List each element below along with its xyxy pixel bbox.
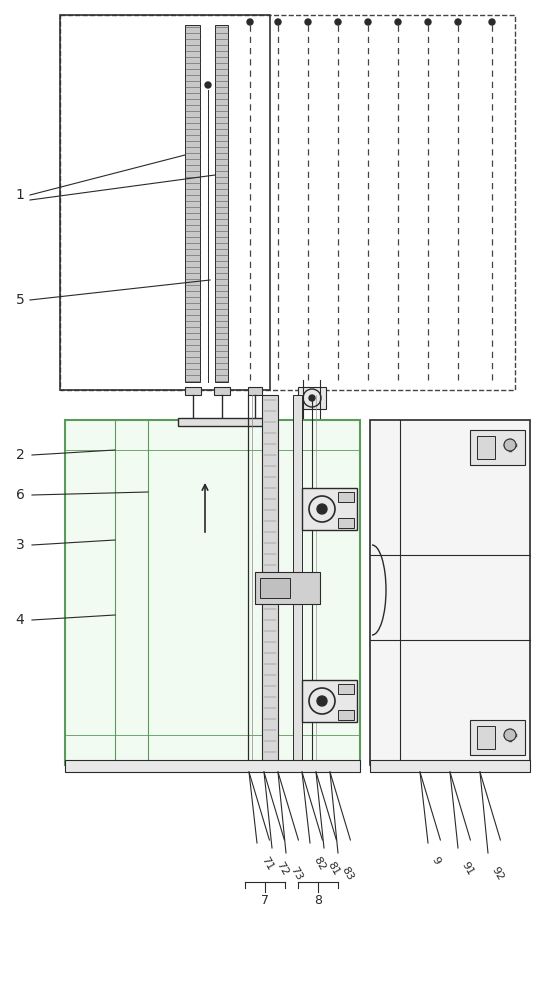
Circle shape	[305, 19, 311, 25]
Text: 8: 8	[314, 894, 322, 906]
Circle shape	[247, 19, 253, 25]
Text: 82: 82	[312, 855, 328, 872]
Circle shape	[317, 504, 327, 514]
Bar	[60, 15, 270, 390]
Bar	[178, 418, 268, 426]
Text: 71: 71	[259, 855, 274, 872]
Bar	[214, 387, 230, 395]
Bar	[338, 492, 354, 502]
Bar	[470, 430, 525, 465]
Text: 2: 2	[15, 448, 24, 462]
Bar	[248, 387, 262, 395]
Circle shape	[455, 19, 461, 25]
Circle shape	[504, 439, 516, 451]
Bar	[477, 726, 495, 749]
Circle shape	[309, 395, 315, 401]
Circle shape	[489, 19, 495, 25]
Text: 81: 81	[326, 860, 341, 877]
Circle shape	[317, 696, 327, 706]
Bar	[255, 572, 320, 604]
Bar	[60, 15, 515, 390]
Circle shape	[205, 82, 211, 88]
Bar	[65, 420, 360, 765]
Text: 9: 9	[430, 855, 442, 866]
Bar	[65, 760, 360, 772]
Bar	[302, 680, 357, 722]
Text: 73: 73	[288, 865, 304, 882]
Text: 3: 3	[15, 538, 24, 552]
Bar	[260, 578, 290, 598]
Bar	[185, 387, 201, 395]
Bar	[215, 25, 228, 382]
Circle shape	[335, 19, 341, 25]
Text: 7: 7	[261, 894, 269, 906]
Circle shape	[395, 19, 401, 25]
Circle shape	[425, 19, 431, 25]
Text: 92: 92	[490, 865, 506, 882]
Bar	[470, 720, 525, 755]
Bar	[370, 760, 530, 772]
Text: 1: 1	[15, 188, 25, 202]
Circle shape	[275, 19, 281, 25]
Text: 72: 72	[274, 860, 290, 877]
Text: 4: 4	[15, 613, 24, 627]
Bar	[302, 488, 357, 530]
Text: 83: 83	[340, 865, 356, 882]
Text: 6: 6	[15, 488, 25, 502]
Text: 91: 91	[460, 860, 476, 877]
Circle shape	[504, 729, 516, 741]
Bar	[262, 395, 278, 770]
Bar	[338, 710, 354, 720]
Bar	[298, 387, 326, 409]
Bar	[338, 684, 354, 694]
Bar	[477, 436, 495, 459]
Text: 5: 5	[15, 293, 24, 307]
Bar	[185, 25, 200, 382]
Bar	[293, 395, 302, 770]
Bar	[338, 518, 354, 528]
Bar	[370, 420, 530, 765]
Circle shape	[365, 19, 371, 25]
